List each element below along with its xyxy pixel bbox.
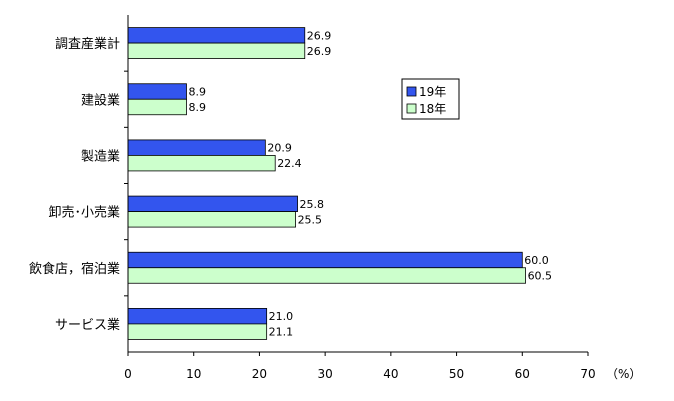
bars-layer: 26.9 26.9 8.9 8.9 20.9 22.4 25.8 25.5 60.0 60.5 21… bbox=[127, 27, 553, 340]
data-label: 26.9 bbox=[307, 45, 332, 58]
category-label: 飲食店，宿泊業 bbox=[29, 261, 120, 277]
x-tick-label: 30 bbox=[318, 367, 333, 381]
bar-19-0 bbox=[127, 27, 306, 44]
bar-18-3 bbox=[127, 211, 296, 228]
data-label: 8.9 bbox=[188, 101, 206, 114]
axes-layer bbox=[124, 15, 589, 356]
bar-19-3 bbox=[127, 195, 298, 212]
category-label: 調査産業計 bbox=[55, 36, 120, 52]
category-label: 建設業 bbox=[81, 92, 120, 108]
data-label: 20.9 bbox=[267, 142, 292, 155]
data-label: 8.9 bbox=[188, 86, 206, 99]
legend-swatch-19 bbox=[406, 86, 417, 97]
x-tick-label: 10 bbox=[186, 367, 201, 381]
x-tick-label: 70 bbox=[580, 367, 595, 381]
category-label: 製造業 bbox=[81, 148, 120, 164]
x-tick-label: 50 bbox=[449, 367, 464, 381]
legend-label-19: 19年 bbox=[419, 85, 446, 99]
bar-18-1 bbox=[127, 98, 187, 116]
bar-18-5 bbox=[127, 323, 268, 340]
x-tick-label: 60 bbox=[515, 367, 530, 381]
x-unit-label: （%） bbox=[606, 367, 641, 381]
data-label: 25.8 bbox=[300, 198, 325, 211]
category-label: サービス業 bbox=[55, 317, 120, 333]
legend-swatch-18 bbox=[406, 103, 417, 114]
bar-18-2 bbox=[127, 155, 276, 172]
data-label: 21.1 bbox=[269, 326, 294, 339]
bar-18-4 bbox=[127, 267, 526, 284]
bar-19-1 bbox=[127, 83, 187, 100]
data-label: 26.9 bbox=[307, 29, 332, 42]
bar-19-2 bbox=[127, 139, 266, 156]
bar-18-0 bbox=[127, 42, 306, 59]
data-label: 25.5 bbox=[298, 213, 323, 226]
data-label: 60.0 bbox=[524, 254, 549, 267]
legend: 19年 18年 bbox=[401, 78, 460, 120]
x-tick-label: 40 bbox=[383, 367, 398, 381]
bar-19-4 bbox=[127, 251, 523, 269]
x-tick-label: 20 bbox=[252, 367, 267, 381]
legend-label-18: 18年 bbox=[419, 102, 446, 116]
data-label: 22.4 bbox=[277, 157, 302, 170]
bar-19-5 bbox=[127, 308, 268, 325]
data-label: 21.0 bbox=[269, 310, 294, 323]
x-tick-labels: 0 10 20 30 40 50 60 70 bbox=[124, 367, 595, 381]
category-label: 卸売･小売業 bbox=[48, 205, 120, 221]
data-label: 60.5 bbox=[528, 270, 553, 283]
x-tick-label: 0 bbox=[124, 367, 132, 381]
